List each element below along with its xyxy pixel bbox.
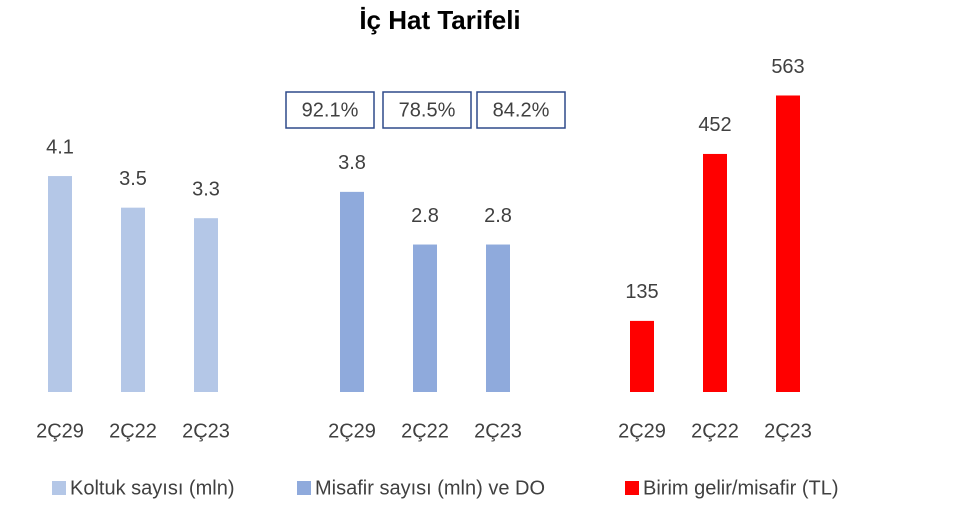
bar — [413, 244, 437, 392]
annotation: 92.1% — [302, 99, 359, 121]
bar — [486, 244, 510, 392]
legend-label: Birim gelir/misafir (TL) — [643, 477, 839, 499]
legend-swatch — [297, 481, 311, 495]
x-tick-label: 2Ç22 — [691, 420, 739, 442]
x-tick-label: 2Ç29 — [36, 420, 84, 442]
data-label: 563 — [771, 56, 804, 78]
legend-label: Koltuk sayısı (mln) — [70, 477, 234, 499]
data-label: 135 — [625, 281, 658, 303]
data-label: 3.3 — [192, 178, 220, 200]
x-tick-label: 2Ç23 — [474, 420, 522, 442]
x-tick-label: 2Ç22 — [401, 420, 449, 442]
bar — [194, 218, 218, 392]
data-label: 452 — [698, 114, 731, 136]
bar — [703, 153, 727, 392]
data-label: 2.8 — [484, 205, 512, 227]
x-tick-label: 2Ç22 — [109, 420, 157, 442]
legend-swatch — [52, 481, 66, 495]
annotation-box — [382, 91, 472, 129]
bar — [776, 95, 800, 392]
x-tick-label: 2Ç23 — [182, 420, 230, 442]
x-tick-label: 2Ç23 — [764, 420, 812, 442]
bar — [48, 176, 72, 392]
chart-title: İç Hat Tarifeli — [359, 5, 520, 35]
bar — [121, 207, 145, 392]
annotation: 84.2% — [493, 99, 550, 121]
legend-label: Misafir sayısı (mln) ve DO — [315, 477, 545, 499]
annotation-box — [285, 91, 375, 129]
data-label: 4.1 — [46, 136, 74, 158]
annotation: 78.5% — [399, 99, 456, 121]
bar — [340, 191, 364, 392]
data-label: 3.5 — [119, 168, 147, 190]
bar — [630, 320, 654, 392]
legend-swatch — [625, 481, 639, 495]
x-tick-label: 2Ç29 — [618, 420, 666, 442]
annotation-box — [476, 91, 566, 129]
x-tick-label: 2Ç29 — [328, 420, 376, 442]
data-label: 2.8 — [411, 205, 439, 227]
data-label: 3.8 — [338, 152, 366, 174]
